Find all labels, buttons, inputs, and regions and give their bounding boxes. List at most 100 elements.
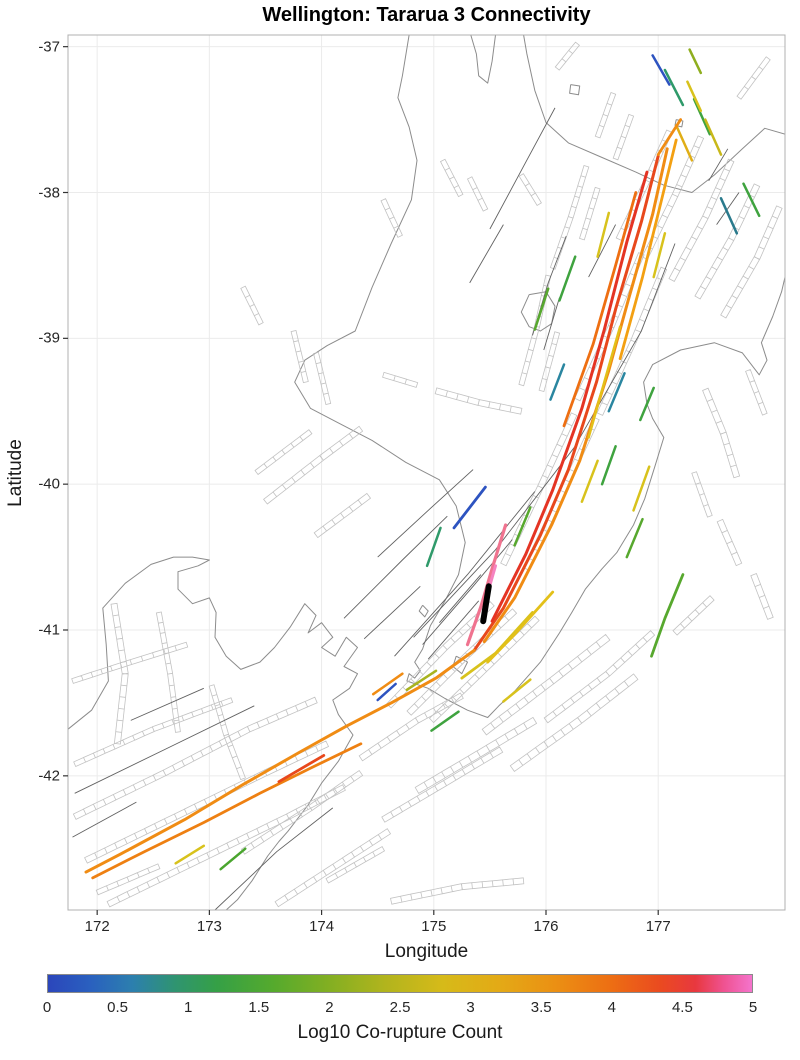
coastline	[470, 35, 496, 84]
rupture-path	[625, 517, 644, 559]
y-axis-label: Latitude	[5, 439, 26, 507]
fault-sections	[73, 697, 234, 768]
fault-sections	[274, 828, 392, 908]
target-section	[480, 583, 492, 625]
colorbar-gradient	[47, 974, 753, 993]
coastline	[68, 556, 358, 910]
rupture-path	[371, 672, 404, 696]
fault-sections	[380, 198, 403, 238]
fault-sections	[313, 351, 332, 405]
rupture-path	[618, 138, 678, 361]
rupture-path	[376, 682, 397, 702]
chart-title: Wellington: Tararua 3 Connectivity	[262, 4, 591, 26]
colorbar-label: Log10 Co-rupture Count	[297, 1022, 503, 1043]
fault-sections	[290, 330, 309, 384]
fault-sections	[155, 611, 181, 733]
coastline	[569, 84, 581, 96]
fault-sections	[414, 716, 538, 794]
rupture-path	[472, 154, 660, 652]
map-layers	[68, 35, 785, 910]
rupture-path	[533, 287, 550, 331]
x-axis-label: Longitude	[384, 941, 469, 962]
coastline	[452, 655, 468, 675]
rupture-path	[277, 754, 326, 784]
rupture-path	[452, 485, 487, 530]
fault-sections	[574, 252, 645, 402]
fault-sections	[672, 595, 715, 636]
fault-sections	[736, 56, 771, 100]
fault-sections	[500, 412, 578, 567]
fault-sections	[240, 285, 264, 326]
rupture-path	[587, 325, 622, 439]
fault-sections	[439, 158, 464, 198]
fault-sections	[110, 602, 129, 745]
rupture-path	[742, 182, 761, 218]
fault-trace	[588, 224, 617, 278]
rupture-path	[84, 648, 476, 874]
rupture-path	[430, 710, 460, 732]
fault-sections	[382, 371, 419, 388]
rupture-path	[502, 678, 532, 703]
fault-sections	[668, 158, 735, 282]
rupture-path	[686, 80, 703, 113]
fault-trace	[716, 192, 740, 225]
rupture-path	[562, 191, 638, 428]
rupture-path	[600, 445, 617, 486]
rupture-path	[91, 742, 363, 880]
fault-sections	[518, 173, 542, 207]
rupture-path	[688, 48, 703, 75]
rupture-path	[704, 118, 723, 156]
rupture-path	[580, 459, 599, 503]
fault-trace	[427, 600, 480, 660]
rupture-path	[652, 232, 667, 279]
rupture-path	[719, 197, 739, 235]
fault-trace	[74, 705, 255, 794]
fault-trace	[543, 297, 560, 351]
fault-trace	[377, 469, 474, 558]
fault-sections	[691, 471, 713, 518]
coastline	[523, 35, 785, 193]
fault-sections	[716, 518, 743, 567]
fault-sections	[750, 572, 774, 620]
rupture-path	[674, 124, 694, 162]
rupture-path	[639, 386, 655, 422]
fault-trace	[214, 807, 334, 910]
rupture-path	[663, 68, 685, 107]
fault-sections	[240, 769, 364, 855]
rupture-path	[425, 526, 442, 568]
coastline	[294, 35, 785, 718]
rupture-path	[692, 97, 712, 136]
fault-sections	[518, 274, 552, 387]
fault-sections	[208, 684, 246, 781]
fault-trace	[130, 687, 204, 721]
fault-sections	[554, 41, 580, 71]
fault-sections	[481, 633, 611, 736]
fault-sections	[543, 630, 656, 724]
fault-sections	[509, 673, 639, 772]
fault-sections	[358, 692, 464, 762]
fault-trace	[489, 107, 556, 230]
fault-sections	[313, 492, 372, 539]
fault-trace	[708, 148, 729, 182]
fault-sections	[720, 205, 783, 319]
rupture-path	[174, 844, 206, 865]
rupture-path	[651, 54, 671, 86]
fault-sections	[745, 368, 768, 416]
rupture-path	[513, 506, 532, 547]
fault-trace	[422, 539, 513, 645]
fault-trace	[363, 585, 421, 640]
fault-sections	[434, 387, 523, 415]
fault-trace	[439, 574, 482, 623]
rupture-path	[656, 118, 682, 156]
rupture-path	[607, 372, 626, 413]
fault-sections	[578, 186, 601, 241]
fault-sections	[612, 113, 635, 161]
rupture-path	[596, 211, 611, 258]
fault-trace	[394, 491, 536, 657]
plot-border	[67, 34, 786, 911]
fault-sections	[72, 696, 318, 820]
rupture-path	[632, 465, 651, 512]
fault-sections	[325, 846, 386, 884]
fault-trace	[343, 515, 448, 619]
